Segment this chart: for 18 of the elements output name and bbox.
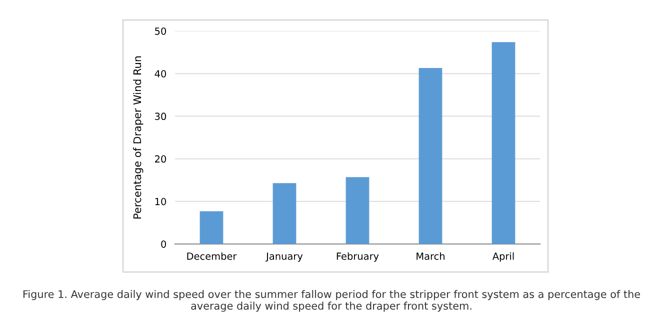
x-tick-label: February: [336, 252, 379, 262]
bar: [418, 68, 442, 244]
y-tick-label: 40: [154, 70, 166, 78]
bar: [200, 211, 224, 244]
caption: Figure 1. Average daily wind speed over the summer fallow period for the stripper front system as a percentage of the average daily wind speed for the draper front system.: [23, 290, 640, 312]
y-tick-label: 0: [161, 240, 166, 248]
y-tick-label: 20: [155, 155, 166, 163]
bar: [272, 183, 296, 244]
x-tick-label: March: [416, 252, 444, 260]
y-tick-label: 50: [155, 27, 166, 35]
x-tick-label: April: [492, 252, 514, 262]
y-tick-label: 10: [155, 198, 166, 206]
x-tick-label: January: [266, 252, 303, 262]
bar: [346, 177, 370, 244]
y-axis-title: Percentage of Draper Wind Run: [133, 56, 144, 218]
y-tick-label: 30: [155, 112, 166, 120]
x-tick-label: December: [187, 252, 237, 260]
bar: [492, 42, 516, 244]
